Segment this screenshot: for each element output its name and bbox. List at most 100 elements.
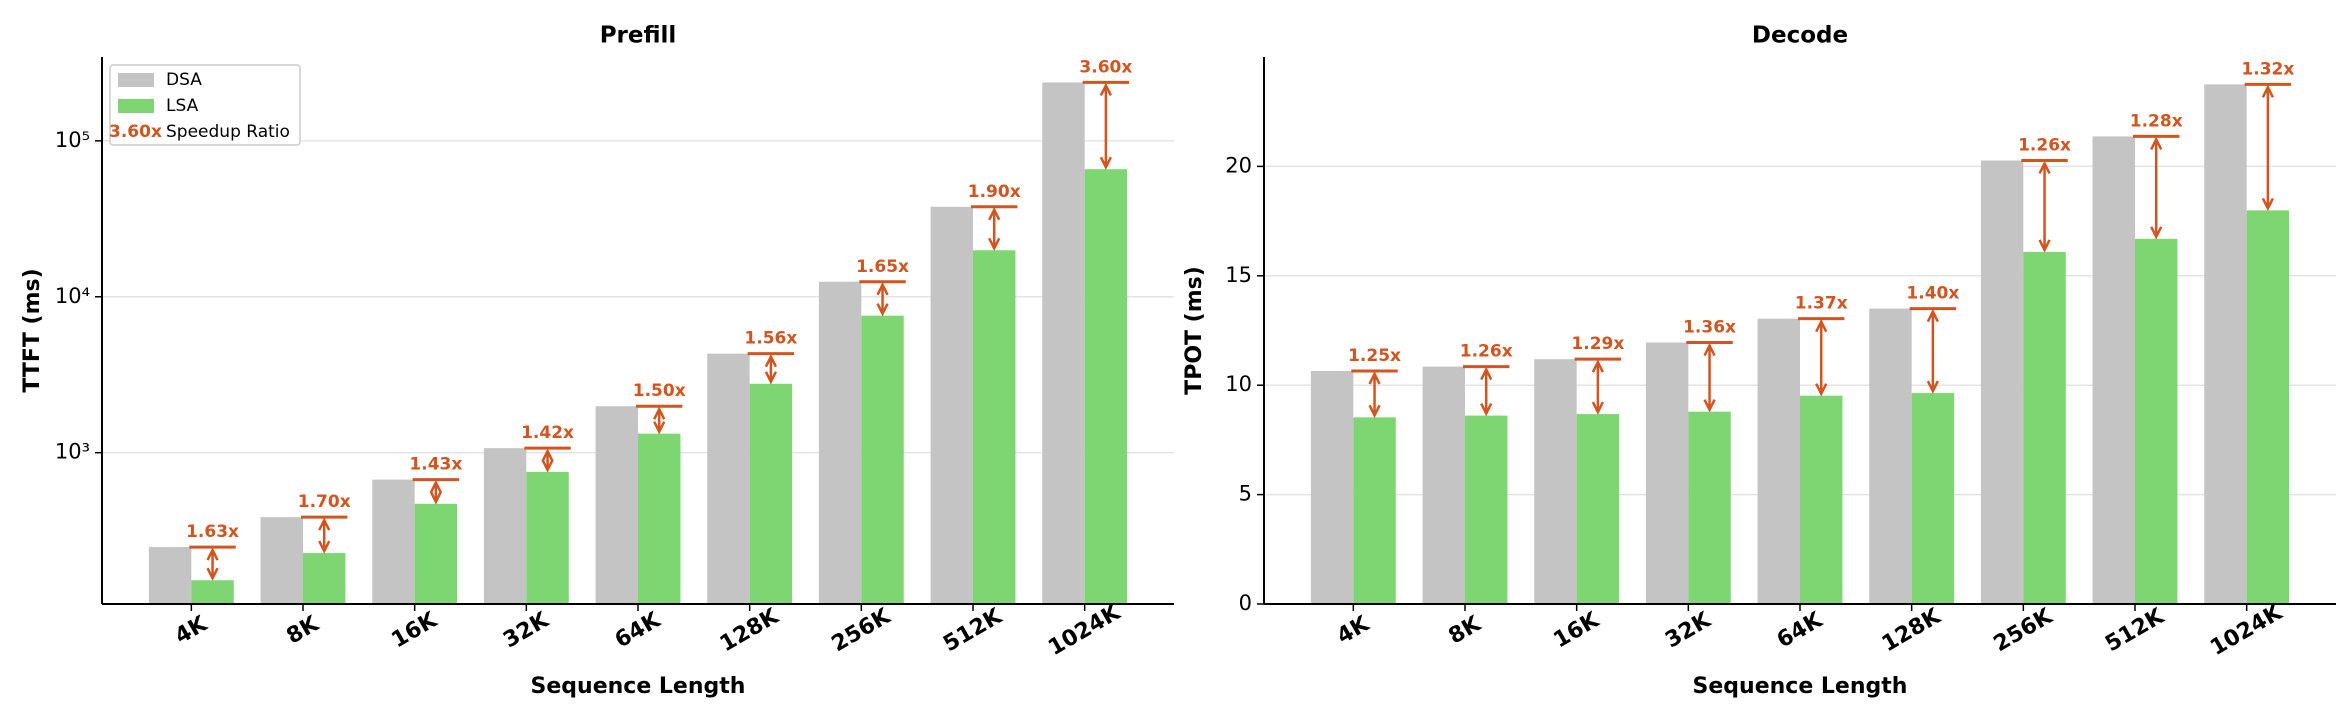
speedup-arrow <box>189 545 236 582</box>
speedup-label: 1.43x <box>409 455 462 475</box>
arrow-head <box>653 406 666 420</box>
speedup-label: 1.36x <box>1683 318 1736 338</box>
y-tick-label: 0 <box>1239 591 1252 615</box>
speedup-arrow <box>524 446 571 473</box>
speedup-label: 1.65x <box>856 257 909 277</box>
bar <box>1800 395 1843 604</box>
arrow-head <box>1099 82 1112 96</box>
arrow-head <box>653 421 666 435</box>
x-tick-label: 64K <box>1773 607 1828 653</box>
speedup-label: 1.26x <box>2018 135 2071 155</box>
speedup-arrow <box>1082 80 1130 170</box>
arrow-head <box>1368 371 1381 385</box>
arrow-head <box>1703 399 1716 413</box>
y-tick-label: 10³ <box>55 440 90 464</box>
bar <box>1084 169 1128 604</box>
y-tick-label: 20 <box>1225 153 1252 177</box>
speedup-arrow <box>636 404 683 435</box>
x-axis-label: Sequence Length <box>531 674 746 699</box>
bar <box>372 479 415 604</box>
speedup-label: 1.29x <box>1571 334 1624 354</box>
bar <box>526 471 569 604</box>
speedup-label: 1.90x <box>968 182 1021 202</box>
bar <box>1422 366 1465 604</box>
arrow-head <box>2261 197 2274 212</box>
arrow-head <box>1926 308 1939 323</box>
arrow-head <box>1480 403 1493 417</box>
bar <box>707 353 750 604</box>
arrow-head <box>1926 380 1939 394</box>
y-tick-label: 10⁵ <box>55 128 90 152</box>
speedup-arrow <box>2244 82 2292 212</box>
arrow-head <box>206 567 219 582</box>
bar <box>1869 308 1912 604</box>
legend-sample: 3.60x <box>109 122 162 142</box>
x-tick-label: 16K <box>388 607 443 653</box>
arrow-head <box>2038 160 2051 175</box>
speedup-arrow <box>747 352 795 385</box>
x-tick-label: 16K <box>1550 607 1605 653</box>
bar <box>1534 359 1577 604</box>
y-tick-label: 10⁴ <box>55 284 90 308</box>
bar <box>930 206 973 605</box>
arrow-head <box>318 517 331 531</box>
arrow-head <box>1591 359 1604 373</box>
y-tick-label: 5 <box>1239 482 1252 506</box>
speedup-label: 1.25x <box>1348 346 1401 366</box>
speedup-label: 1.63x <box>186 522 239 542</box>
bar <box>749 383 793 604</box>
arrow-head <box>876 281 889 296</box>
speedup-arrow <box>859 280 906 317</box>
arrow-head <box>988 237 1001 252</box>
x-tick-label: 256K <box>828 604 896 658</box>
speedup-label: 1.42x <box>521 423 574 443</box>
x-tick-label: 4K <box>171 611 212 649</box>
bar <box>1757 318 1800 604</box>
x-tick-label: 256K <box>1990 604 2058 658</box>
speedup-arrow <box>1686 341 1733 413</box>
x-axis-label: Sequence Length <box>1693 674 1908 699</box>
bar <box>1576 414 1620 604</box>
bar <box>1911 393 1955 604</box>
speedup-arrow <box>1463 365 1510 417</box>
bar <box>973 250 1016 604</box>
speedup-label: 1.28x <box>2130 111 2183 131</box>
arrow-head <box>206 547 219 561</box>
bar <box>595 406 638 604</box>
bar <box>1645 342 1689 604</box>
bar <box>638 433 681 604</box>
bar <box>303 553 346 604</box>
bar <box>191 580 234 604</box>
bar <box>2135 238 2178 604</box>
arrow-head <box>764 353 778 368</box>
speedup-arrow <box>971 205 1018 252</box>
legend-label: DSA <box>166 70 202 90</box>
speedup-arrow <box>1351 369 1398 419</box>
arrow-head <box>1815 383 1828 397</box>
arrow-head <box>1368 404 1381 419</box>
bar <box>2092 136 2135 605</box>
bar <box>2204 84 2247 605</box>
arrow-head <box>2150 136 2163 150</box>
arrow-head <box>2150 226 2163 240</box>
bar <box>1688 411 1731 604</box>
speedup-arrow <box>1574 357 1622 415</box>
speedup-arrow <box>1909 307 1957 394</box>
bar <box>1980 160 2024 604</box>
bar <box>818 281 862 604</box>
speedup-label: 1.40x <box>1906 284 1959 304</box>
arrow-head <box>1703 342 1716 357</box>
speedup-label: 1.56x <box>744 329 797 349</box>
speedup-arrow <box>2021 158 2068 253</box>
legend-swatch <box>118 73 154 87</box>
legend-swatch <box>118 99 154 113</box>
arrow-head <box>429 479 443 494</box>
arrow-head <box>1480 366 1493 381</box>
legend-label: LSA <box>166 96 199 116</box>
bar <box>1353 417 1396 604</box>
bar <box>861 315 904 604</box>
arrow-head <box>541 459 554 473</box>
legend-box <box>109 64 301 146</box>
arrow-head <box>429 491 443 505</box>
